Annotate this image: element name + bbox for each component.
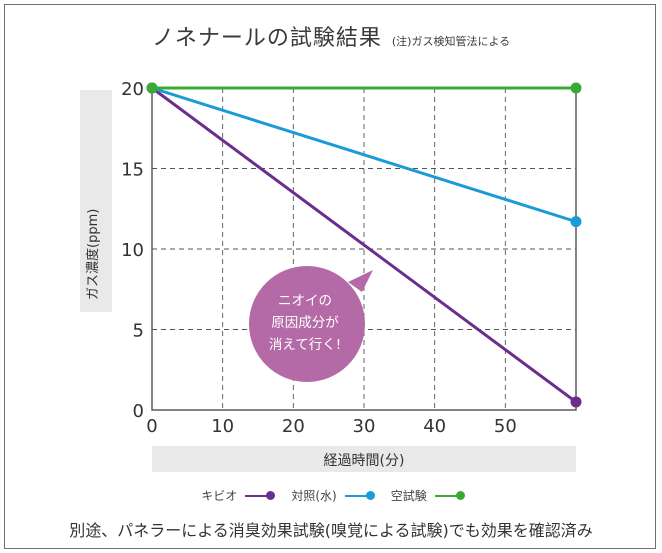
chart-note: (注)ガス検知管法による: [391, 35, 511, 48]
legend-swatch: [434, 490, 465, 500]
legend-label: 対照(水): [291, 489, 337, 503]
annotation-bubble-text: ニオイの 原因成分が 消えて行く!: [268, 293, 342, 353]
legend-marker: [266, 490, 276, 500]
x-axis-label-band: [152, 446, 576, 472]
x-axis-label: 経過時間(分): [323, 453, 405, 469]
legend-label: 空試験: [390, 489, 427, 503]
data-point: [570, 82, 582, 94]
y-tick-label: 20: [121, 79, 144, 100]
x-tick-label: 10: [211, 416, 234, 437]
footer-note: 別途、パネラーによる消臭効果試験(嗅覚による試験)でも効果を確認済み: [69, 521, 593, 540]
chart-title: ノネナールの試験結果: [151, 26, 382, 51]
x-tick-label: 40: [423, 416, 446, 437]
legend-marker: [455, 490, 465, 500]
legend-swatch: [344, 490, 375, 500]
annotation-bubble: [249, 266, 365, 382]
y-tick-label: 5: [133, 321, 144, 342]
x-tick-label: 30: [353, 416, 376, 437]
x-tick-label: 0: [146, 416, 157, 437]
y-tick-label: 0: [133, 401, 144, 422]
series-line: [151, 86, 577, 404]
legend-item: 対照(水): [291, 487, 375, 504]
legend-label: キビオ: [201, 489, 238, 503]
chart-title-block: ノネナールの試験結果 (注)ガス検知管法による: [0, 20, 662, 52]
legend-item: キビオ: [201, 487, 276, 504]
x-tick-label: 50: [494, 416, 517, 437]
y-tick-label: 10: [121, 240, 144, 261]
legend: キビオ 対照(水) 空試験: [0, 487, 662, 504]
data-point: [570, 216, 582, 228]
y-tick-label: 15: [121, 160, 144, 181]
legend-marker: [365, 490, 375, 500]
data-point: [146, 82, 158, 94]
legend-item: 空試験: [390, 487, 465, 504]
y-axis-label-band: [80, 90, 112, 312]
series-line: [151, 86, 577, 224]
data-point: [570, 396, 582, 408]
x-tick-label: 20: [282, 416, 305, 437]
annotation-bubble-tail: [348, 270, 373, 292]
legend-swatch: [245, 490, 276, 500]
